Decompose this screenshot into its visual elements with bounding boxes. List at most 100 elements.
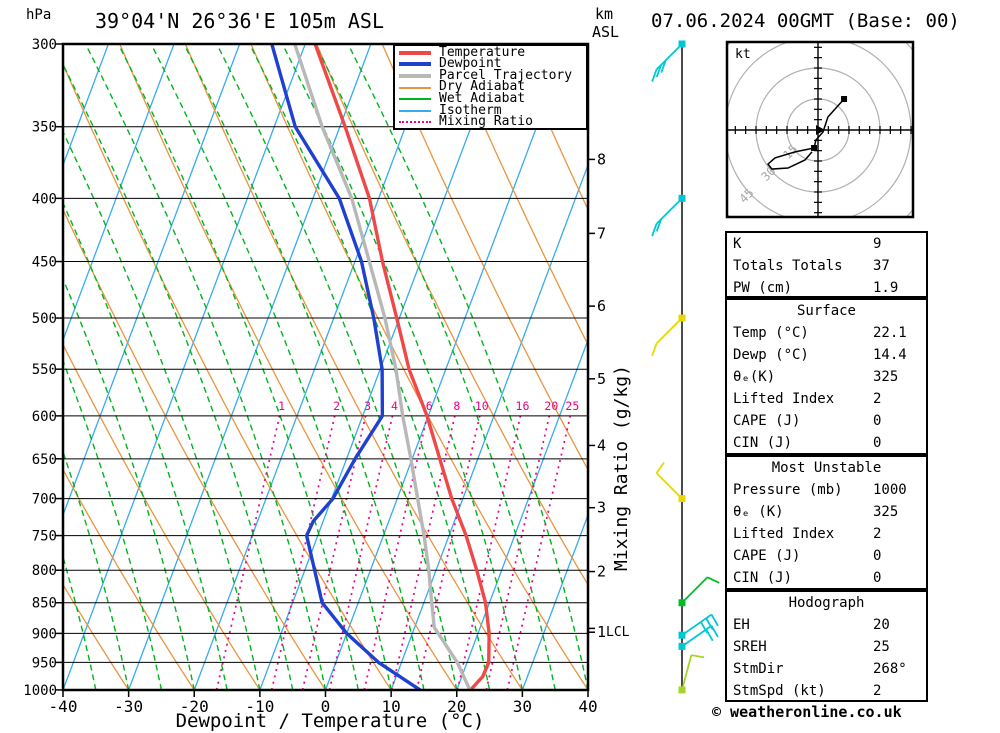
wet-adiabat-line bbox=[183, 44, 425, 690]
table-section-title: Hodograph bbox=[788, 595, 865, 611]
table-row-label: StmDir bbox=[733, 661, 784, 677]
wind-barb-station-dot bbox=[678, 631, 686, 639]
table-row-label: CIN (J) bbox=[733, 435, 793, 451]
mixing-ratio-line bbox=[506, 415, 572, 690]
table-row-label: Temp (°C) bbox=[733, 325, 809, 341]
wet-adiabat-line bbox=[63, 63, 294, 690]
mixing-ratio-line bbox=[456, 415, 522, 690]
legend-swatch-parcel-trajectory bbox=[399, 73, 431, 78]
wind-barb bbox=[678, 624, 719, 650]
isotherm-line bbox=[390, 163, 588, 690]
mixing-ratio-axis-label: Mixing Ratio (g/kg) bbox=[611, 365, 633, 571]
table-row: Pressure (mb) 1000 bbox=[727, 479, 926, 501]
hodograph-level-dot bbox=[841, 95, 848, 102]
wind-barb bbox=[678, 576, 720, 607]
table-row-value: 0 bbox=[873, 548, 882, 564]
legend-item: Temperature bbox=[395, 45, 586, 59]
table-row-value: 14.4 bbox=[873, 347, 907, 363]
pressure-tick-label: 400 bbox=[32, 191, 57, 207]
table-row-label: θₑ(K) bbox=[733, 369, 776, 385]
temp-tick-label: 0 bbox=[321, 697, 331, 716]
pressure-tick-label: 650 bbox=[32, 452, 57, 468]
wind-barb-station-dot bbox=[678, 495, 686, 503]
table-row-value: 325 bbox=[873, 504, 899, 520]
hodograph-storm-arrow bbox=[816, 125, 825, 135]
dry-adiabat-line bbox=[512, 44, 588, 212]
pressure-tick-label: 800 bbox=[32, 563, 57, 579]
legend-label: Mixing Ratio bbox=[439, 114, 533, 130]
wind-barb-station-dot bbox=[678, 642, 686, 650]
km-tick-label: 5 bbox=[597, 370, 606, 388]
isotherm-line bbox=[63, 44, 175, 342]
hodograph-ring-label: 45 bbox=[737, 186, 757, 206]
pressure-tick-label: 450 bbox=[32, 255, 57, 271]
legend-item: Parcel Trajectory bbox=[395, 67, 586, 83]
legend-label: Dewpoint bbox=[439, 56, 502, 72]
wind-barb-station-dot bbox=[678, 686, 686, 694]
table-row-value: 1000 bbox=[873, 482, 907, 498]
table-row-value: 20 bbox=[873, 617, 890, 633]
table-row-value: 268° bbox=[873, 661, 907, 677]
wind-barb bbox=[651, 40, 686, 82]
altitude-unit-asl: ASL bbox=[592, 23, 620, 41]
legend: Temperature Dewpoint Parcel Trajectory Dry … bbox=[393, 44, 588, 130]
km-tick-label: 8 bbox=[597, 150, 606, 168]
wind-barb bbox=[655, 461, 686, 503]
table-row: Lifted Index 2 bbox=[727, 523, 926, 545]
table-row-value: 9 bbox=[873, 236, 882, 252]
table-row-label: PW (cm) bbox=[733, 280, 793, 296]
dry-adiabat-line bbox=[250, 44, 588, 690]
isotherm-line bbox=[63, 44, 109, 167]
km-tick-label: 3 bbox=[597, 499, 606, 517]
wet-adiabat-line bbox=[0, 44, 30, 690]
table-row-label: CAPE (J) bbox=[733, 548, 801, 564]
legend-swatch-dewpoint bbox=[399, 62, 431, 67]
table-row-label: Dewp (°C) bbox=[733, 347, 809, 363]
mixing-ratio-label: 8 bbox=[453, 399, 460, 413]
wet-adiabat-line bbox=[117, 44, 359, 690]
pressure-tick-label: 950 bbox=[32, 655, 57, 671]
wet-adiabat-line bbox=[63, 449, 130, 690]
km-tick-label: 4 bbox=[597, 436, 606, 454]
mixing-ratio-label: 3 bbox=[364, 399, 371, 413]
hodograph-trace bbox=[766, 98, 845, 170]
table-row: StmDir 268° bbox=[727, 658, 926, 680]
table-row: EH 20 bbox=[727, 614, 926, 636]
table-row-label: Totals Totals bbox=[733, 258, 843, 274]
wet-adiabat-line bbox=[248, 44, 491, 690]
legend-label: Parcel Trajectory bbox=[439, 67, 573, 83]
wind-barb-station-dot bbox=[678, 194, 686, 202]
km-tick-label: 7 bbox=[597, 224, 606, 242]
dry-adiabat-line bbox=[63, 468, 195, 690]
table-row-value: 0 bbox=[873, 435, 882, 451]
table-row-label: EH bbox=[733, 617, 750, 633]
mixing-ratio-label: 4 bbox=[391, 399, 398, 413]
table-row: Temp (°C) 22.1 bbox=[727, 322, 926, 344]
legend-swatch-dry-adiabat bbox=[399, 86, 431, 89]
lcl-label: LCL bbox=[606, 625, 630, 640]
temp-tick-label: 10 bbox=[381, 697, 400, 716]
table-row: CAPE (J) 0 bbox=[727, 545, 926, 567]
legend-label: Dry Adiabat bbox=[439, 79, 526, 95]
profile-temperature bbox=[313, 44, 491, 690]
wet-adiabat-line bbox=[281, 44, 524, 690]
page-title: 39°04'N 26°36'E 105m ASL bbox=[95, 9, 384, 33]
table-row-label: Lifted Index bbox=[733, 526, 835, 542]
wind-barb bbox=[651, 314, 686, 357]
dry-adiabat-line bbox=[381, 44, 588, 471]
pressure-tick-label: 1000 bbox=[23, 683, 57, 699]
mixing-ratio-line bbox=[390, 415, 456, 690]
dry-adiabat-line bbox=[316, 44, 588, 586]
pressure-tick-label: 700 bbox=[32, 492, 57, 508]
chart-frame bbox=[61, 42, 590, 692]
km-tick-label: 2 bbox=[597, 563, 606, 581]
wet-adiabat-line bbox=[150, 44, 392, 690]
table-row-value: 37 bbox=[873, 258, 890, 274]
table-row: CAPE (J) 0 bbox=[727, 410, 926, 432]
table-row-label: StmSpd (kt) bbox=[733, 683, 826, 699]
pressure-tick-label: 300 bbox=[32, 37, 57, 53]
table-row-value: 22.1 bbox=[873, 325, 907, 341]
dry-adiabat-line bbox=[63, 208, 327, 690]
dry-adiabat-line bbox=[184, 44, 523, 690]
